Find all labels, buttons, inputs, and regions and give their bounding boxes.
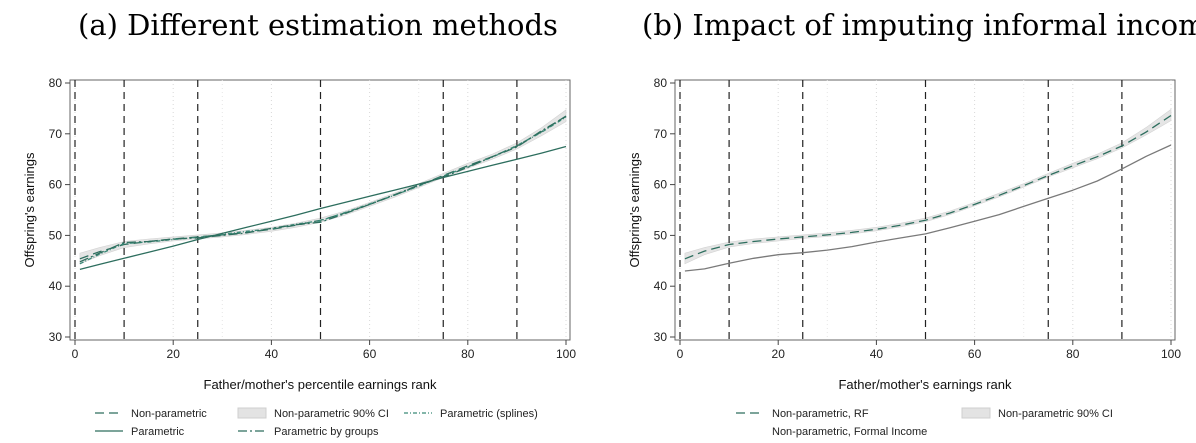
panel-b-title: (b) Impact of imputing informal income xyxy=(642,8,1196,42)
panel-b-y-tick-label-50: 50 xyxy=(654,228,668,242)
panel-a-legend-swatch-1 xyxy=(237,407,267,419)
panel-a-y-tick-label-40: 40 xyxy=(49,279,63,293)
panel-a-legend-label-1: Non-parametric 90% CI xyxy=(274,408,389,420)
panel-b-y-axis-title: Offspring's earnings xyxy=(627,152,642,267)
panel-b-x-tick-label-80: 80 xyxy=(1066,347,1080,361)
panel-a-legend-label-3: Parametric xyxy=(131,426,185,438)
panel-a-x-tick-label-80: 80 xyxy=(461,347,475,361)
panel-b-series-ci-band xyxy=(684,108,1172,265)
panel-b-x-tick-label-0: 0 xyxy=(677,347,684,361)
panel-a-x-tick-label-0: 0 xyxy=(72,347,79,361)
panel-a-x-tick-label-60: 60 xyxy=(363,347,377,361)
panel-b-legend-label-2: Non-parametric, Formal Income xyxy=(772,426,927,438)
panel-a-x-tick-label-100: 100 xyxy=(556,347,576,361)
panel-a-legend-label-2: Parametric (splines) xyxy=(440,408,538,420)
panel-a-series-3-line xyxy=(79,145,567,271)
panel-b-legend-swatch-0 xyxy=(961,407,991,419)
panel-b-legend-label-0: Non-parametric 90% CI xyxy=(998,408,1113,420)
panel-b-y-tick-label-70: 70 xyxy=(654,127,668,141)
panel-a-y-tick-label-80: 80 xyxy=(49,76,63,90)
panel-a-title: (a) Different estimation methods xyxy=(78,8,558,42)
panel-a-y-tick-label-70: 70 xyxy=(49,127,63,141)
panel-b-y-tick-label-40: 40 xyxy=(654,279,668,293)
panel-b-x-tick-label-20: 20 xyxy=(772,347,786,361)
panel-b-y-tick-label-30: 30 xyxy=(654,330,668,344)
panel-a-legend-label-4: Parametric by groups xyxy=(274,426,379,438)
panel-b-y-tick-label-60: 60 xyxy=(654,178,668,192)
panel-a-x-tick-label-40: 40 xyxy=(265,347,279,361)
panel-a-series-4-line xyxy=(79,115,567,263)
panel-a-y-tick-label-60: 60 xyxy=(49,178,63,192)
panel-b-legend-label-1: Non-parametric, RF xyxy=(772,408,869,420)
panel-b-x-tick-label-40: 40 xyxy=(870,347,884,361)
panel-a-y-tick-label-50: 50 xyxy=(49,228,63,242)
panel-b-x-tick-label-60: 60 xyxy=(968,347,982,361)
panel-b-x-tick-label-100: 100 xyxy=(1161,347,1181,361)
panel-a-series-ci-band xyxy=(79,109,567,265)
panel-b-y-tick-label-80: 80 xyxy=(654,76,668,90)
panel-b-x-axis-title: Father/mother's earnings rank xyxy=(838,377,1012,392)
panel-a-legend-label-0: Non-parametric xyxy=(131,408,207,420)
panel-a-x-tick-label-20: 20 xyxy=(167,347,181,361)
panel-b-series-2-line xyxy=(684,144,1172,272)
panel-a-y-axis-title: Offspring's earnings xyxy=(22,152,37,267)
panel-b-series-1-line xyxy=(684,114,1172,260)
panel-a-x-axis-title: Father/mother's percentile earnings rank xyxy=(204,377,437,392)
panel-a-y-tick-label-30: 30 xyxy=(49,330,63,344)
